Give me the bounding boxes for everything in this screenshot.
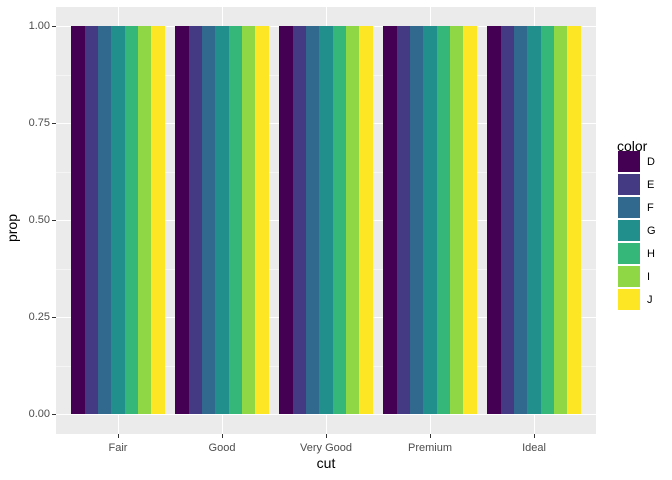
bar-fair-f — [97, 26, 112, 414]
x-axis-title: cut — [316, 455, 336, 471]
legend-label-g: G — [647, 225, 656, 237]
bar-premium-i — [450, 26, 464, 414]
y-tick — [52, 220, 56, 221]
bar-premium-f — [409, 26, 424, 414]
x-tick-label: Very Good — [300, 442, 352, 454]
legend-key-h — [618, 243, 640, 264]
y-tick — [52, 26, 56, 27]
x-tick — [430, 434, 431, 438]
y-tick-label: 0.25 — [28, 311, 50, 323]
bar-fair-i — [138, 26, 152, 414]
bar-good-h — [228, 26, 243, 414]
bar-good-f — [201, 26, 216, 414]
y-tick-label: 0.75 — [28, 117, 50, 129]
bar-ideal-f — [513, 26, 528, 414]
legend-label-e: E — [647, 179, 655, 191]
bar-fair-g — [111, 26, 126, 414]
y-tick-label: 1.00 — [28, 20, 50, 32]
bar-good-i — [242, 26, 256, 414]
bar-ideal-j — [567, 26, 582, 414]
y-axis-title: prop — [4, 213, 20, 243]
x-tick — [534, 434, 535, 438]
bar-very-good-d — [279, 26, 294, 414]
y-tick — [52, 317, 56, 318]
bar-premium-d — [383, 26, 398, 414]
bar-ideal-e — [500, 26, 515, 414]
bar-good-g — [215, 26, 230, 414]
bar-very-good-g — [319, 26, 334, 414]
x-tick — [222, 434, 223, 438]
bar-ideal-d — [487, 26, 502, 414]
bar-very-good-f — [305, 26, 320, 414]
legend-label-i: I — [647, 271, 651, 283]
legend-key-e — [618, 174, 640, 195]
bar-fair-h — [124, 26, 139, 414]
bar-ideal-g — [527, 26, 542, 414]
bar-very-good-i — [346, 26, 360, 414]
legend-label-d: D — [647, 156, 655, 168]
legend-key-g — [618, 220, 640, 241]
x-tick — [118, 434, 119, 438]
plot-panel — [56, 7, 596, 434]
bar-premium-g — [423, 26, 438, 414]
x-tick-label: Premium — [407, 442, 452, 454]
bar-very-good-e — [292, 26, 307, 414]
bar-ideal-i — [554, 26, 568, 414]
bar-fair-j — [151, 26, 166, 414]
legend-key-j — [618, 289, 640, 310]
bar-ideal-h — [540, 26, 555, 414]
legend-key-f — [618, 197, 640, 218]
legend-label-f: F — [647, 202, 654, 214]
legend-key-d — [618, 151, 640, 172]
bar-fair-d — [71, 26, 86, 414]
legend-label-h: H — [647, 248, 655, 260]
legend-title: color — [617, 138, 648, 154]
x-tick-label: Fair — [108, 442, 128, 454]
legend-label-j: J — [647, 294, 653, 306]
x-tick-label: Good — [208, 442, 236, 454]
legend-key-i — [618, 266, 640, 287]
y-tick-label: 0.00 — [28, 408, 50, 420]
bar-premium-e — [396, 26, 411, 414]
y-tick — [52, 123, 56, 124]
bar-good-d — [175, 26, 190, 414]
bar-good-e — [188, 26, 203, 414]
x-tick — [326, 434, 327, 438]
x-tick-label: Ideal — [522, 442, 546, 454]
bar-fair-e — [84, 26, 99, 414]
bar-premium-h — [436, 26, 451, 414]
bar-very-good-j — [359, 26, 374, 414]
y-tick — [52, 414, 56, 415]
bar-good-j — [255, 26, 270, 414]
bar-premium-j — [463, 26, 478, 414]
bar-very-good-h — [332, 26, 347, 414]
y-tick-label: 0.50 — [28, 214, 50, 226]
